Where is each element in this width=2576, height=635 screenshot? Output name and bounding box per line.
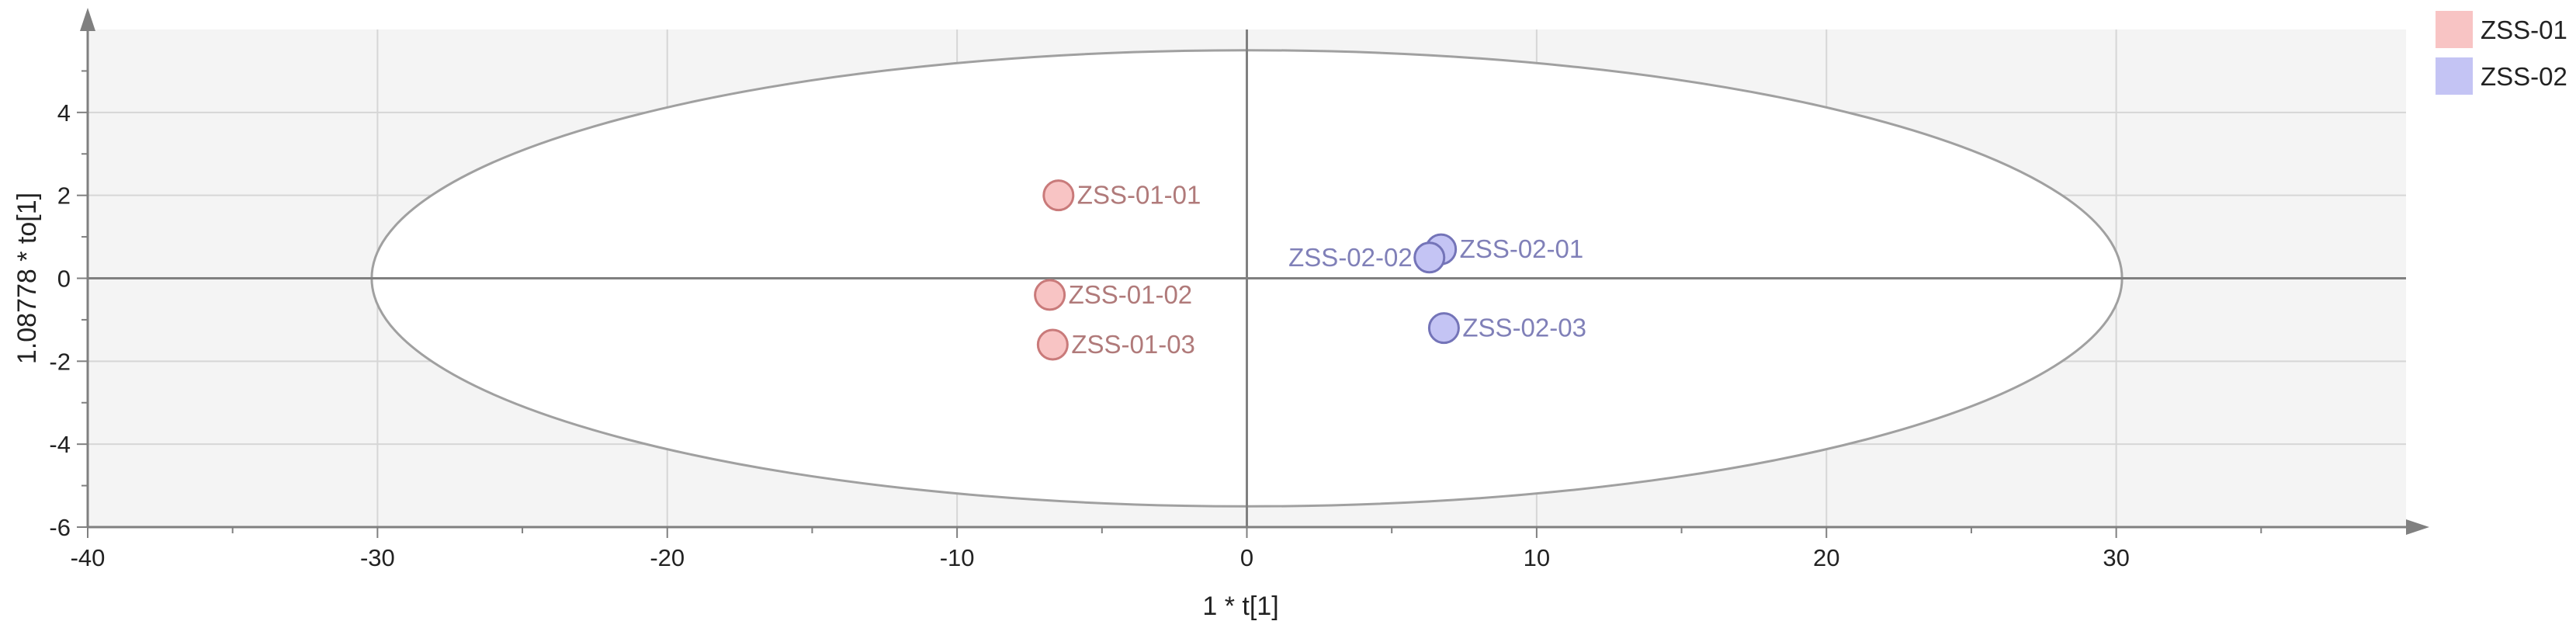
y-tick-label: -4 <box>49 431 71 458</box>
y-tick-label: 0 <box>57 265 71 293</box>
y-tick-label: 4 <box>57 99 71 127</box>
point-label: ZSS-01-01 <box>1077 181 1201 210</box>
point-label: ZSS-01-02 <box>1069 280 1193 309</box>
y-tick-label: -6 <box>49 514 71 541</box>
legend-swatch <box>2436 11 2473 48</box>
data-point <box>1042 179 1075 212</box>
x-tick-label: -20 <box>650 544 685 571</box>
point-label: ZSS-01-03 <box>1071 330 1195 359</box>
y-tick-label: 2 <box>57 182 71 210</box>
data-point <box>1034 279 1066 311</box>
y-axis-title: 1.08778 * to[1] <box>12 193 42 364</box>
legend: ZSS-01 ZSS-02 <box>2436 11 2567 95</box>
data-points <box>1034 179 1460 361</box>
x-axis-title: 1 * t[1] <box>1202 592 1278 621</box>
x-tick-label: 20 <box>1813 544 1839 571</box>
axes <box>77 8 2429 538</box>
point-label: ZSS-02-02 <box>1288 243 1413 272</box>
legend-swatch <box>2436 57 2473 95</box>
point-labels: ZSS-01-01 ZSS-01-02 ZSS-01-03 ZSS-02-01 ZSS-… <box>1069 181 1586 359</box>
x-tick-label: -30 <box>360 544 395 571</box>
legend-label: ZSS-02 <box>2481 62 2567 91</box>
x-axis-arrow <box>2406 519 2429 535</box>
data-point <box>1036 328 1069 361</box>
x-tick-label: 30 <box>2103 544 2129 571</box>
x-tick-label: 0 <box>1240 544 1253 571</box>
y-tick-label: -2 <box>49 348 71 375</box>
x-tick-label: 10 <box>1524 544 1550 571</box>
data-point <box>1427 312 1460 345</box>
legend-label: ZSS-01 <box>2481 16 2567 44</box>
x-tick-label: -40 <box>71 544 106 571</box>
point-label: ZSS-02-01 <box>1460 234 1584 263</box>
y-axis-arrow <box>80 8 95 31</box>
data-point <box>1413 241 1446 274</box>
x-tick-label: -10 <box>940 544 975 571</box>
point-label: ZSS-02-03 <box>1462 314 1586 342</box>
